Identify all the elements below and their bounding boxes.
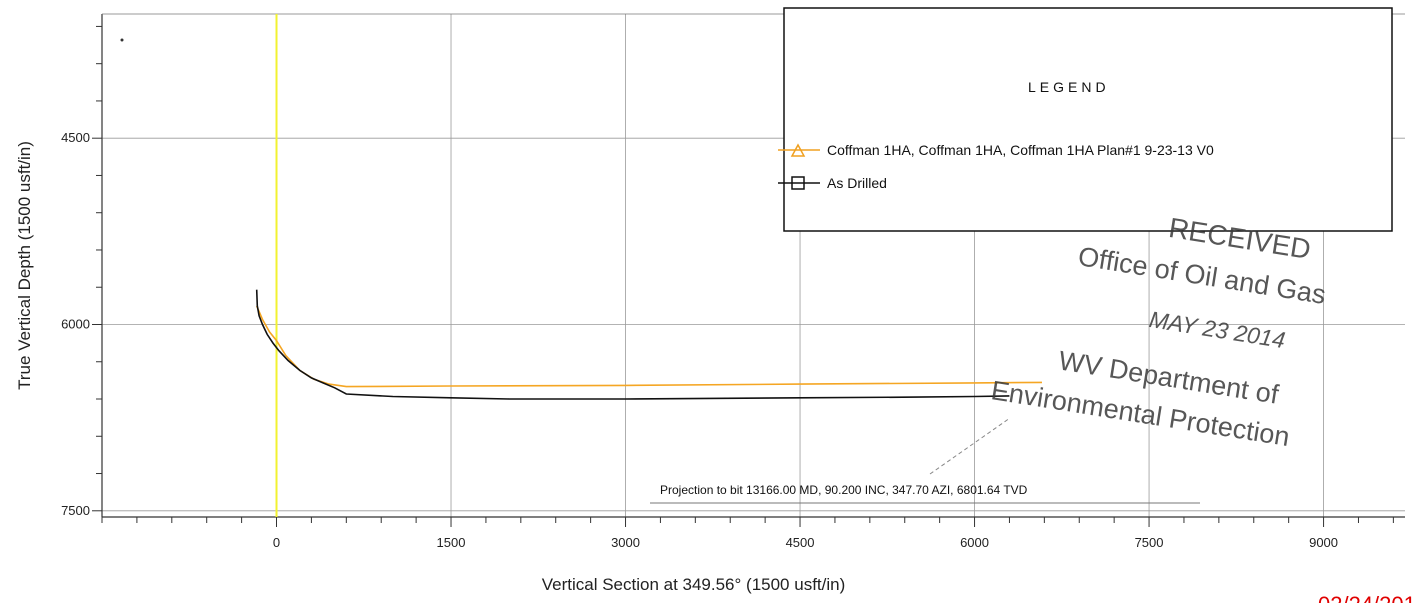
series-line-as-drilled [255, 289, 1010, 400]
legend: LEGEND Coffman 1HA, Coffman 1HA, Coffman… [778, 7, 1393, 232]
legend-entry-plan: Coffman 1HA, Coffman 1HA, Coffman 1HA Pl… [827, 142, 1214, 158]
y-tick-label: 4500 [61, 130, 90, 145]
projection-annotation: Projection to bit 13166.00 MD, 90.200 IN… [660, 483, 1028, 497]
series-layer [120, 14, 1043, 517]
stray-point [120, 38, 124, 42]
x-axis-title: Vertical Section at 349.56° (1500 usft/i… [542, 575, 846, 594]
series-line-plan [255, 305, 1043, 388]
legend-entry-drilled: As Drilled [827, 175, 887, 191]
legend-title: LEGEND [1028, 79, 1110, 95]
legend-box [783, 7, 1393, 232]
legend-square-marker-icon [791, 176, 805, 190]
x-tick-label: 9000 [1309, 535, 1338, 550]
y-tick-label: 6000 [61, 316, 90, 331]
x-tick-label: 1500 [437, 535, 466, 550]
projection-leader-line [929, 417, 1011, 475]
axes: 0 1500 3000 4500 6000 7500 9000 4500 6000 7500 Ver… [15, 25, 1394, 594]
x-tick-label: 4500 [786, 535, 815, 550]
x-tick-label: 3000 [611, 535, 640, 550]
footer-date: 02/24/201 [1318, 592, 1415, 603]
x-tick-label: 0 [273, 535, 280, 550]
y-tick-label: 7500 [61, 503, 90, 518]
legend-triangle-marker-icon [790, 143, 806, 157]
x-tick-label: 7500 [1135, 535, 1164, 550]
y-axis-title: True Vertical Depth (1500 usft/in) [15, 141, 34, 390]
x-tick-label: 6000 [960, 535, 989, 550]
stamp-date: MAY 23 2014 [1147, 306, 1287, 353]
